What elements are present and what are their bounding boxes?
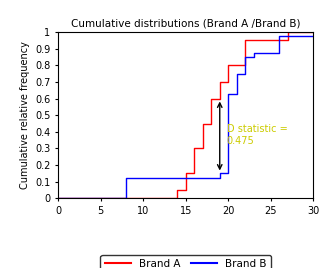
- Legend: Brand A, Brand B: Brand A, Brand B: [100, 255, 271, 268]
- Text: D statistic =
0.475: D statistic = 0.475: [226, 124, 287, 146]
- Y-axis label: Cumulative relative frequency: Cumulative relative frequency: [20, 41, 30, 189]
- Title: Cumulative distributions (Brand A /Brand B): Cumulative distributions (Brand A /Brand…: [71, 18, 300, 29]
